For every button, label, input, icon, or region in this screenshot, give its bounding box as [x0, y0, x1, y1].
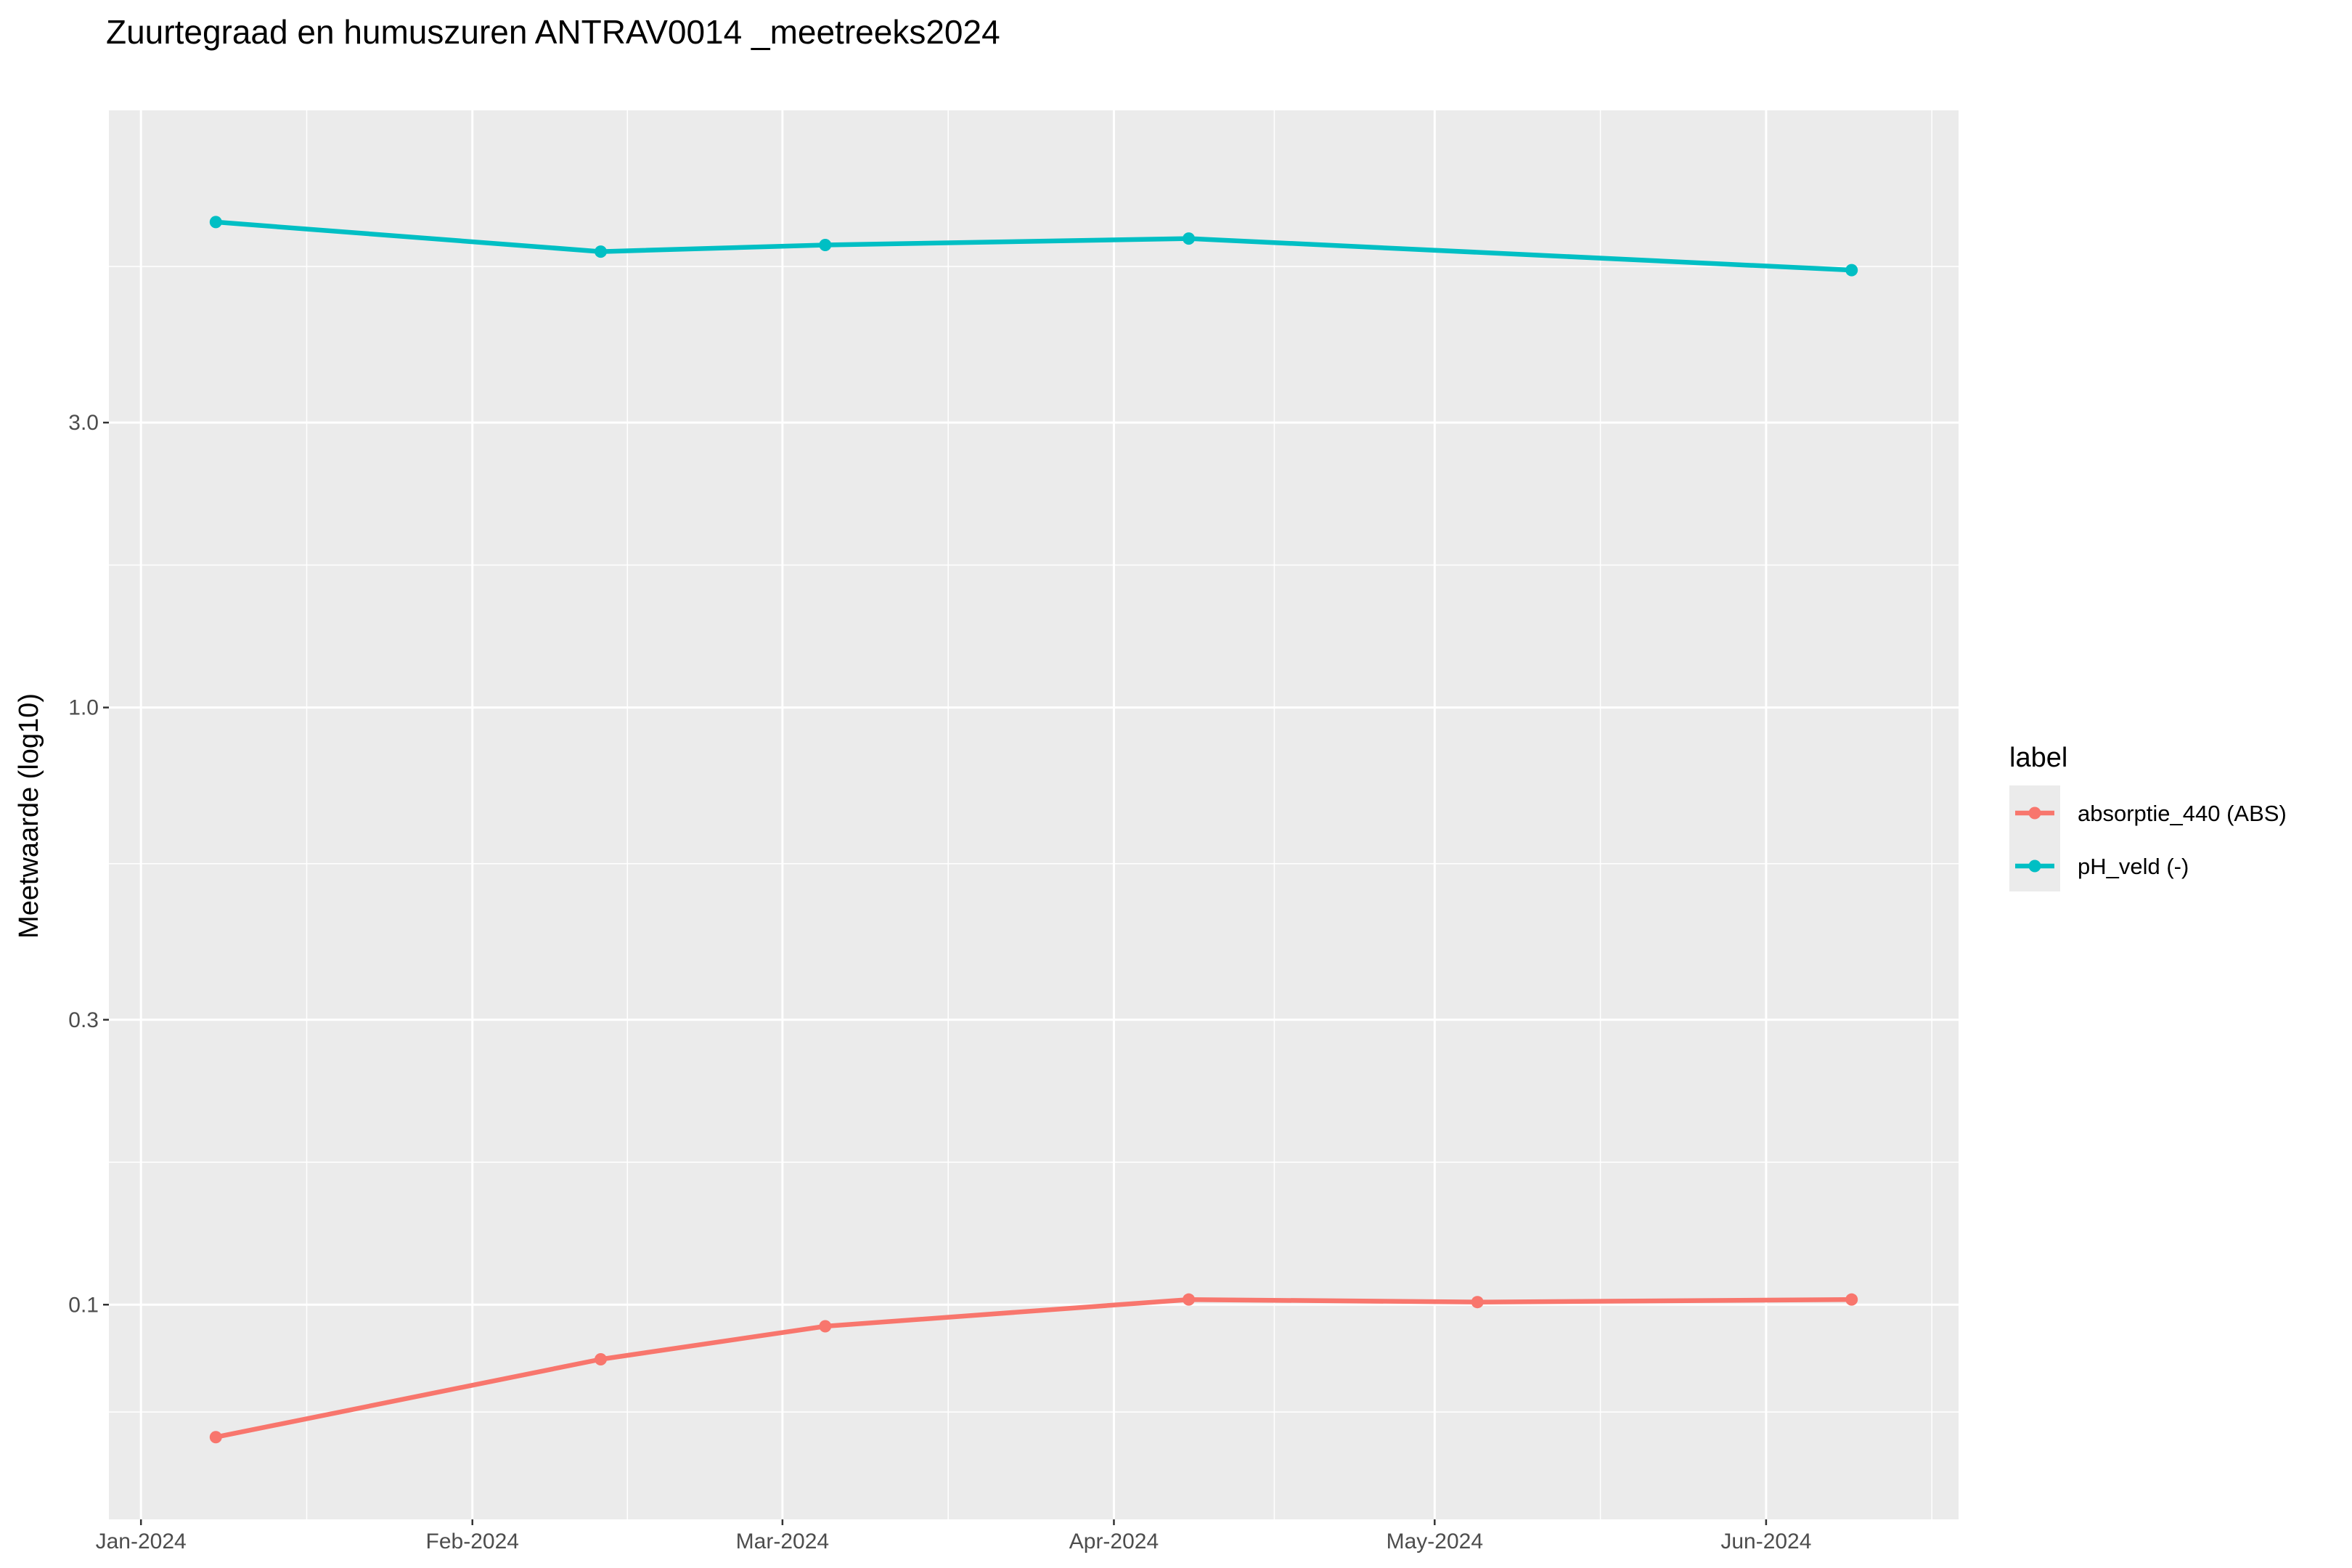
x-tick-label: Apr-2024 [1069, 1530, 1159, 1553]
y-tick-label: 0.3 [68, 1008, 99, 1032]
legend-label: absorptie_440 (ABS) [2078, 801, 2287, 826]
data-point [1471, 1296, 1484, 1309]
x-tick-label: May-2024 [1387, 1530, 1483, 1553]
series-line [215, 1297, 1852, 1440]
data-point [1845, 264, 1858, 277]
x-tick-label: Mar-2024 [736, 1530, 829, 1553]
y-axis: 0.1 0.3 1.0 3.0 [68, 411, 109, 1317]
data-point [595, 245, 608, 258]
x-tick-label: Feb-2024 [426, 1530, 519, 1553]
series-layer [209, 216, 1858, 1444]
data-point [209, 1431, 222, 1444]
y-tick-label: 0.1 [68, 1293, 99, 1317]
legend-title: label [2009, 743, 2067, 773]
legend-label: pH_veld (-) [2078, 854, 2189, 879]
legend-key-background [2009, 785, 2060, 891]
x-tick-label: Jun-2024 [1720, 1530, 1811, 1553]
plot-panel [109, 110, 1959, 1519]
major-gridlines [109, 110, 1959, 1519]
y-tick-label: 3.0 [68, 411, 99, 435]
data-point [819, 238, 832, 251]
data-point [1183, 1293, 1196, 1306]
minor-gridlines [109, 110, 1959, 1519]
data-point [209, 216, 222, 229]
legend-key-point [2028, 807, 2041, 820]
chart-title: Zuurtegraad en humuszuren ANTRAV0014 _me… [106, 13, 1000, 51]
data-point [819, 1320, 832, 1333]
legend: label absorptie_440 (ABS) pH_veld (-) [2009, 743, 2287, 891]
data-point [595, 1353, 608, 1366]
y-tick-label: 1.0 [68, 696, 99, 720]
data-point [1845, 1293, 1858, 1306]
legend-key-point [2028, 859, 2041, 873]
data-point [1183, 232, 1196, 245]
x-axis: Jan-2024 Feb-2024 Mar-2024 Apr-2024 May-2024… [96, 1519, 1811, 1553]
y-axis-title: Meetwaarde (log10) [14, 693, 44, 939]
x-tick-label: Jan-2024 [96, 1530, 187, 1553]
